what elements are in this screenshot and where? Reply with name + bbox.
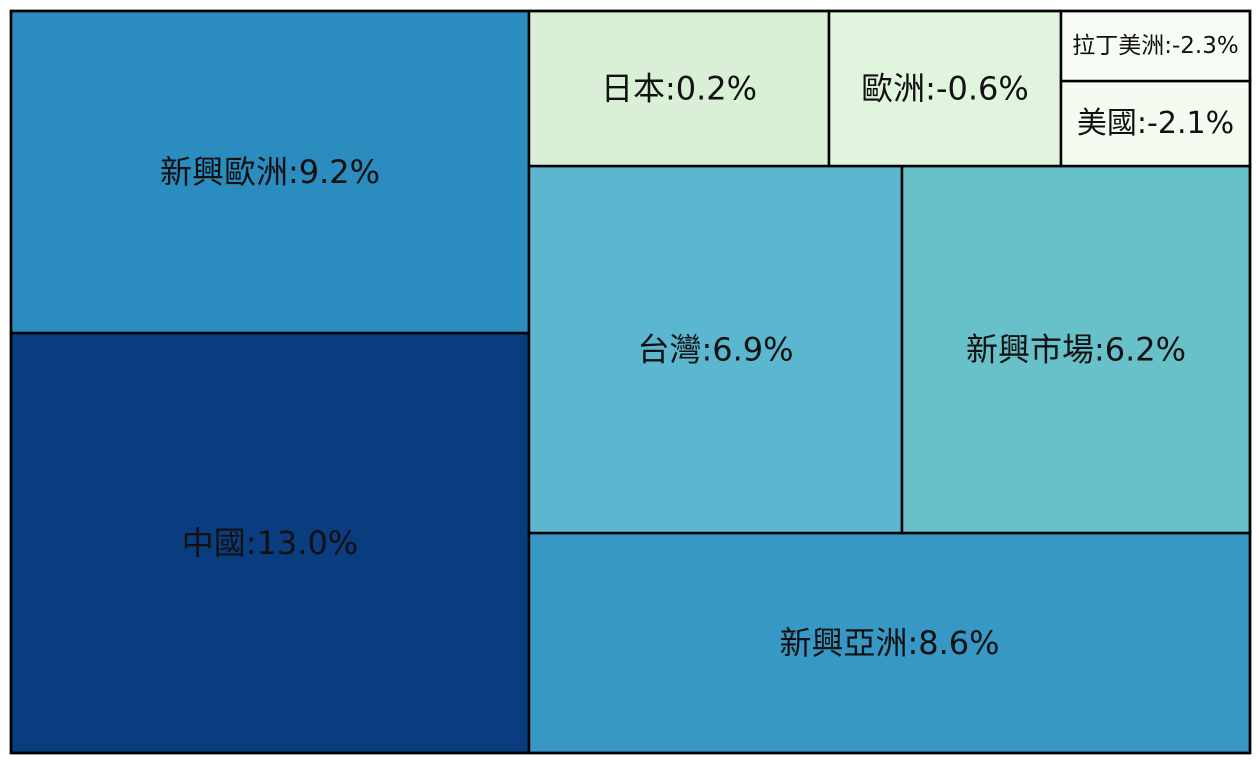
treemap-tile: [1059, 9, 1252, 83]
treemap-tile: [9, 331, 531, 755]
treemap-tile: [1059, 79, 1252, 168]
treemap-tile: [900, 164, 1252, 535]
treemap-tile-label: 拉丁美洲:-2.3%: [1072, 33, 1238, 59]
treemap-tile-label: 新興市場:6.2%: [966, 331, 1186, 369]
treemap-tile-label: 歐洲:-0.6%: [861, 70, 1029, 108]
treemap-tile-label: 美國:-2.1%: [1077, 106, 1234, 141]
treemap-tile-label: 台灣:6.9%: [637, 331, 793, 369]
treemap-tile-label: 新興亞洲:8.6%: [779, 624, 999, 662]
treemap-tile-label: 新興歐洲:9.2%: [160, 153, 380, 191]
treemap-tile-label: 中國:13.0%: [182, 524, 358, 562]
treemap-tiles: 中國:13.0% 新興歐洲:9.2% 新興亞洲:8.6% 台灣:6.9% 新興市場:6.…: [9, 9, 1252, 755]
treemap-tile: [827, 9, 1063, 168]
treemap-tile: [527, 9, 831, 168]
treemap-tile: [527, 164, 904, 535]
treemap-frame: [9, 9, 1252, 755]
treemap-tile-label: 日本:0.2%: [601, 70, 757, 108]
treemap-tile: [9, 9, 531, 335]
